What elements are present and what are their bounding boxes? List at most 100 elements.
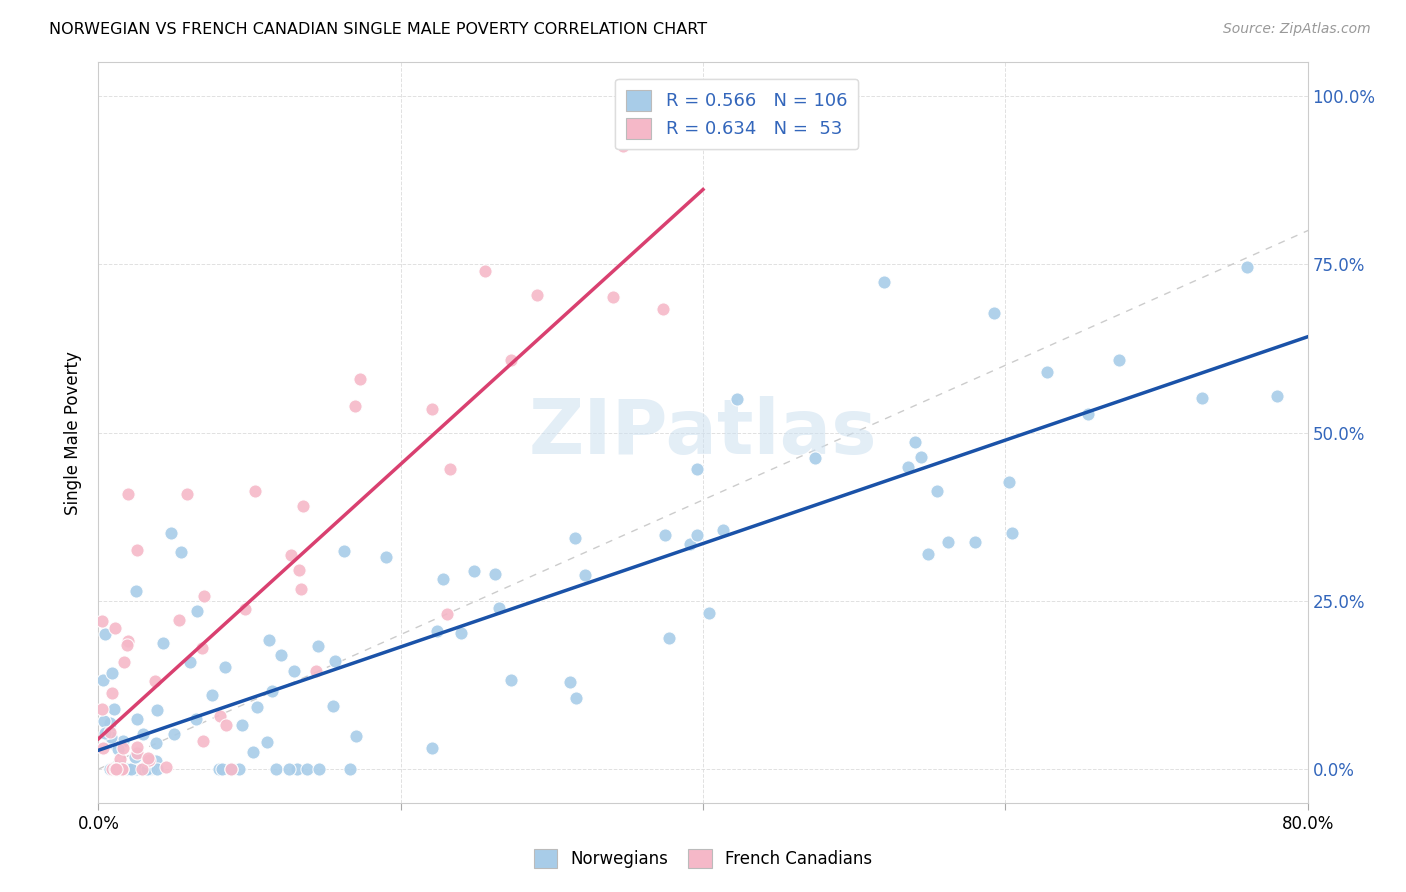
Point: [107, 762, 129, 776]
Point: [117, 633, 139, 648]
Point: [228, 762, 250, 776]
Point: [136, 755, 159, 769]
Point: [564, 532, 586, 546]
Point: [725, 392, 748, 406]
Point: [120, 762, 142, 776]
Point: [463, 565, 485, 579]
Point: [145, 736, 167, 750]
Point: [375, 550, 398, 565]
Point: [1108, 352, 1130, 367]
Point: [111, 762, 134, 776]
Point: [103, 702, 125, 716]
Point: [897, 459, 920, 474]
Point: [143, 673, 166, 688]
Point: [98, 724, 121, 739]
Point: [420, 741, 443, 756]
Point: [104, 621, 127, 635]
Point: [803, 450, 825, 465]
Point: [141, 762, 163, 776]
Point: [526, 288, 548, 302]
Point: [131, 762, 153, 776]
Point: [121, 762, 143, 776]
Point: [101, 666, 124, 681]
Point: [159, 526, 181, 541]
Point: [910, 450, 932, 464]
Point: [115, 762, 138, 776]
Point: [450, 626, 472, 640]
Point: [264, 762, 287, 776]
Point: [344, 729, 367, 743]
Point: [201, 688, 224, 702]
Point: [349, 372, 371, 386]
Point: [219, 762, 242, 776]
Point: [125, 762, 148, 776]
Point: [873, 275, 896, 289]
Point: [426, 624, 449, 639]
Point: [654, 527, 676, 541]
Point: [679, 537, 702, 551]
Point: [1077, 407, 1099, 421]
Point: [652, 301, 675, 316]
Point: [574, 568, 596, 582]
Text: NORWEGIAN VS FRENCH CANADIAN SINGLE MALE POVERTY CORRELATION CHART: NORWEGIAN VS FRENCH CANADIAN SINGLE MALE…: [49, 22, 707, 37]
Point: [332, 544, 354, 558]
Point: [124, 749, 146, 764]
Point: [117, 762, 139, 776]
Point: [111, 762, 134, 776]
Point: [1191, 392, 1213, 406]
Point: [501, 673, 523, 687]
Point: [193, 589, 215, 603]
Point: [112, 741, 135, 756]
Point: [98, 724, 121, 739]
Point: [155, 759, 177, 773]
Point: [146, 762, 169, 776]
Point: [162, 727, 184, 741]
Point: [439, 461, 461, 475]
Point: [436, 607, 458, 622]
Point: [270, 648, 292, 662]
Point: [658, 631, 681, 645]
Point: [686, 462, 709, 476]
Point: [104, 762, 127, 776]
Point: [170, 545, 193, 559]
Point: [93, 714, 115, 729]
Point: [925, 484, 948, 499]
Point: [179, 655, 201, 669]
Point: [965, 535, 987, 549]
Point: [209, 709, 232, 723]
Point: [297, 762, 319, 776]
Point: [997, 475, 1019, 489]
Point: [322, 698, 344, 713]
Point: [285, 762, 308, 776]
Legend: Norwegians, French Canadians: Norwegians, French Canadians: [527, 842, 879, 875]
Point: [100, 762, 122, 776]
Point: [101, 762, 124, 776]
Point: [125, 713, 148, 727]
Point: [91, 702, 114, 716]
Point: [214, 718, 236, 732]
Point: [242, 745, 264, 759]
Point: [305, 665, 328, 679]
Point: [191, 733, 214, 747]
Point: [100, 731, 122, 745]
Point: [983, 306, 1005, 320]
Point: [101, 737, 124, 751]
Point: [101, 686, 124, 700]
Point: [94, 627, 117, 641]
Point: [699, 607, 721, 621]
Point: [186, 604, 208, 618]
Point: [711, 523, 734, 537]
Point: [420, 402, 443, 417]
Point: [91, 673, 114, 688]
Point: [936, 535, 959, 549]
Point: [246, 699, 269, 714]
Point: [111, 733, 134, 747]
Point: [125, 584, 148, 599]
Point: [1001, 525, 1024, 540]
Point: [560, 675, 582, 690]
Point: [100, 762, 122, 776]
Point: [138, 762, 160, 776]
Point: [136, 751, 159, 765]
Point: [115, 638, 138, 652]
Point: [501, 352, 523, 367]
